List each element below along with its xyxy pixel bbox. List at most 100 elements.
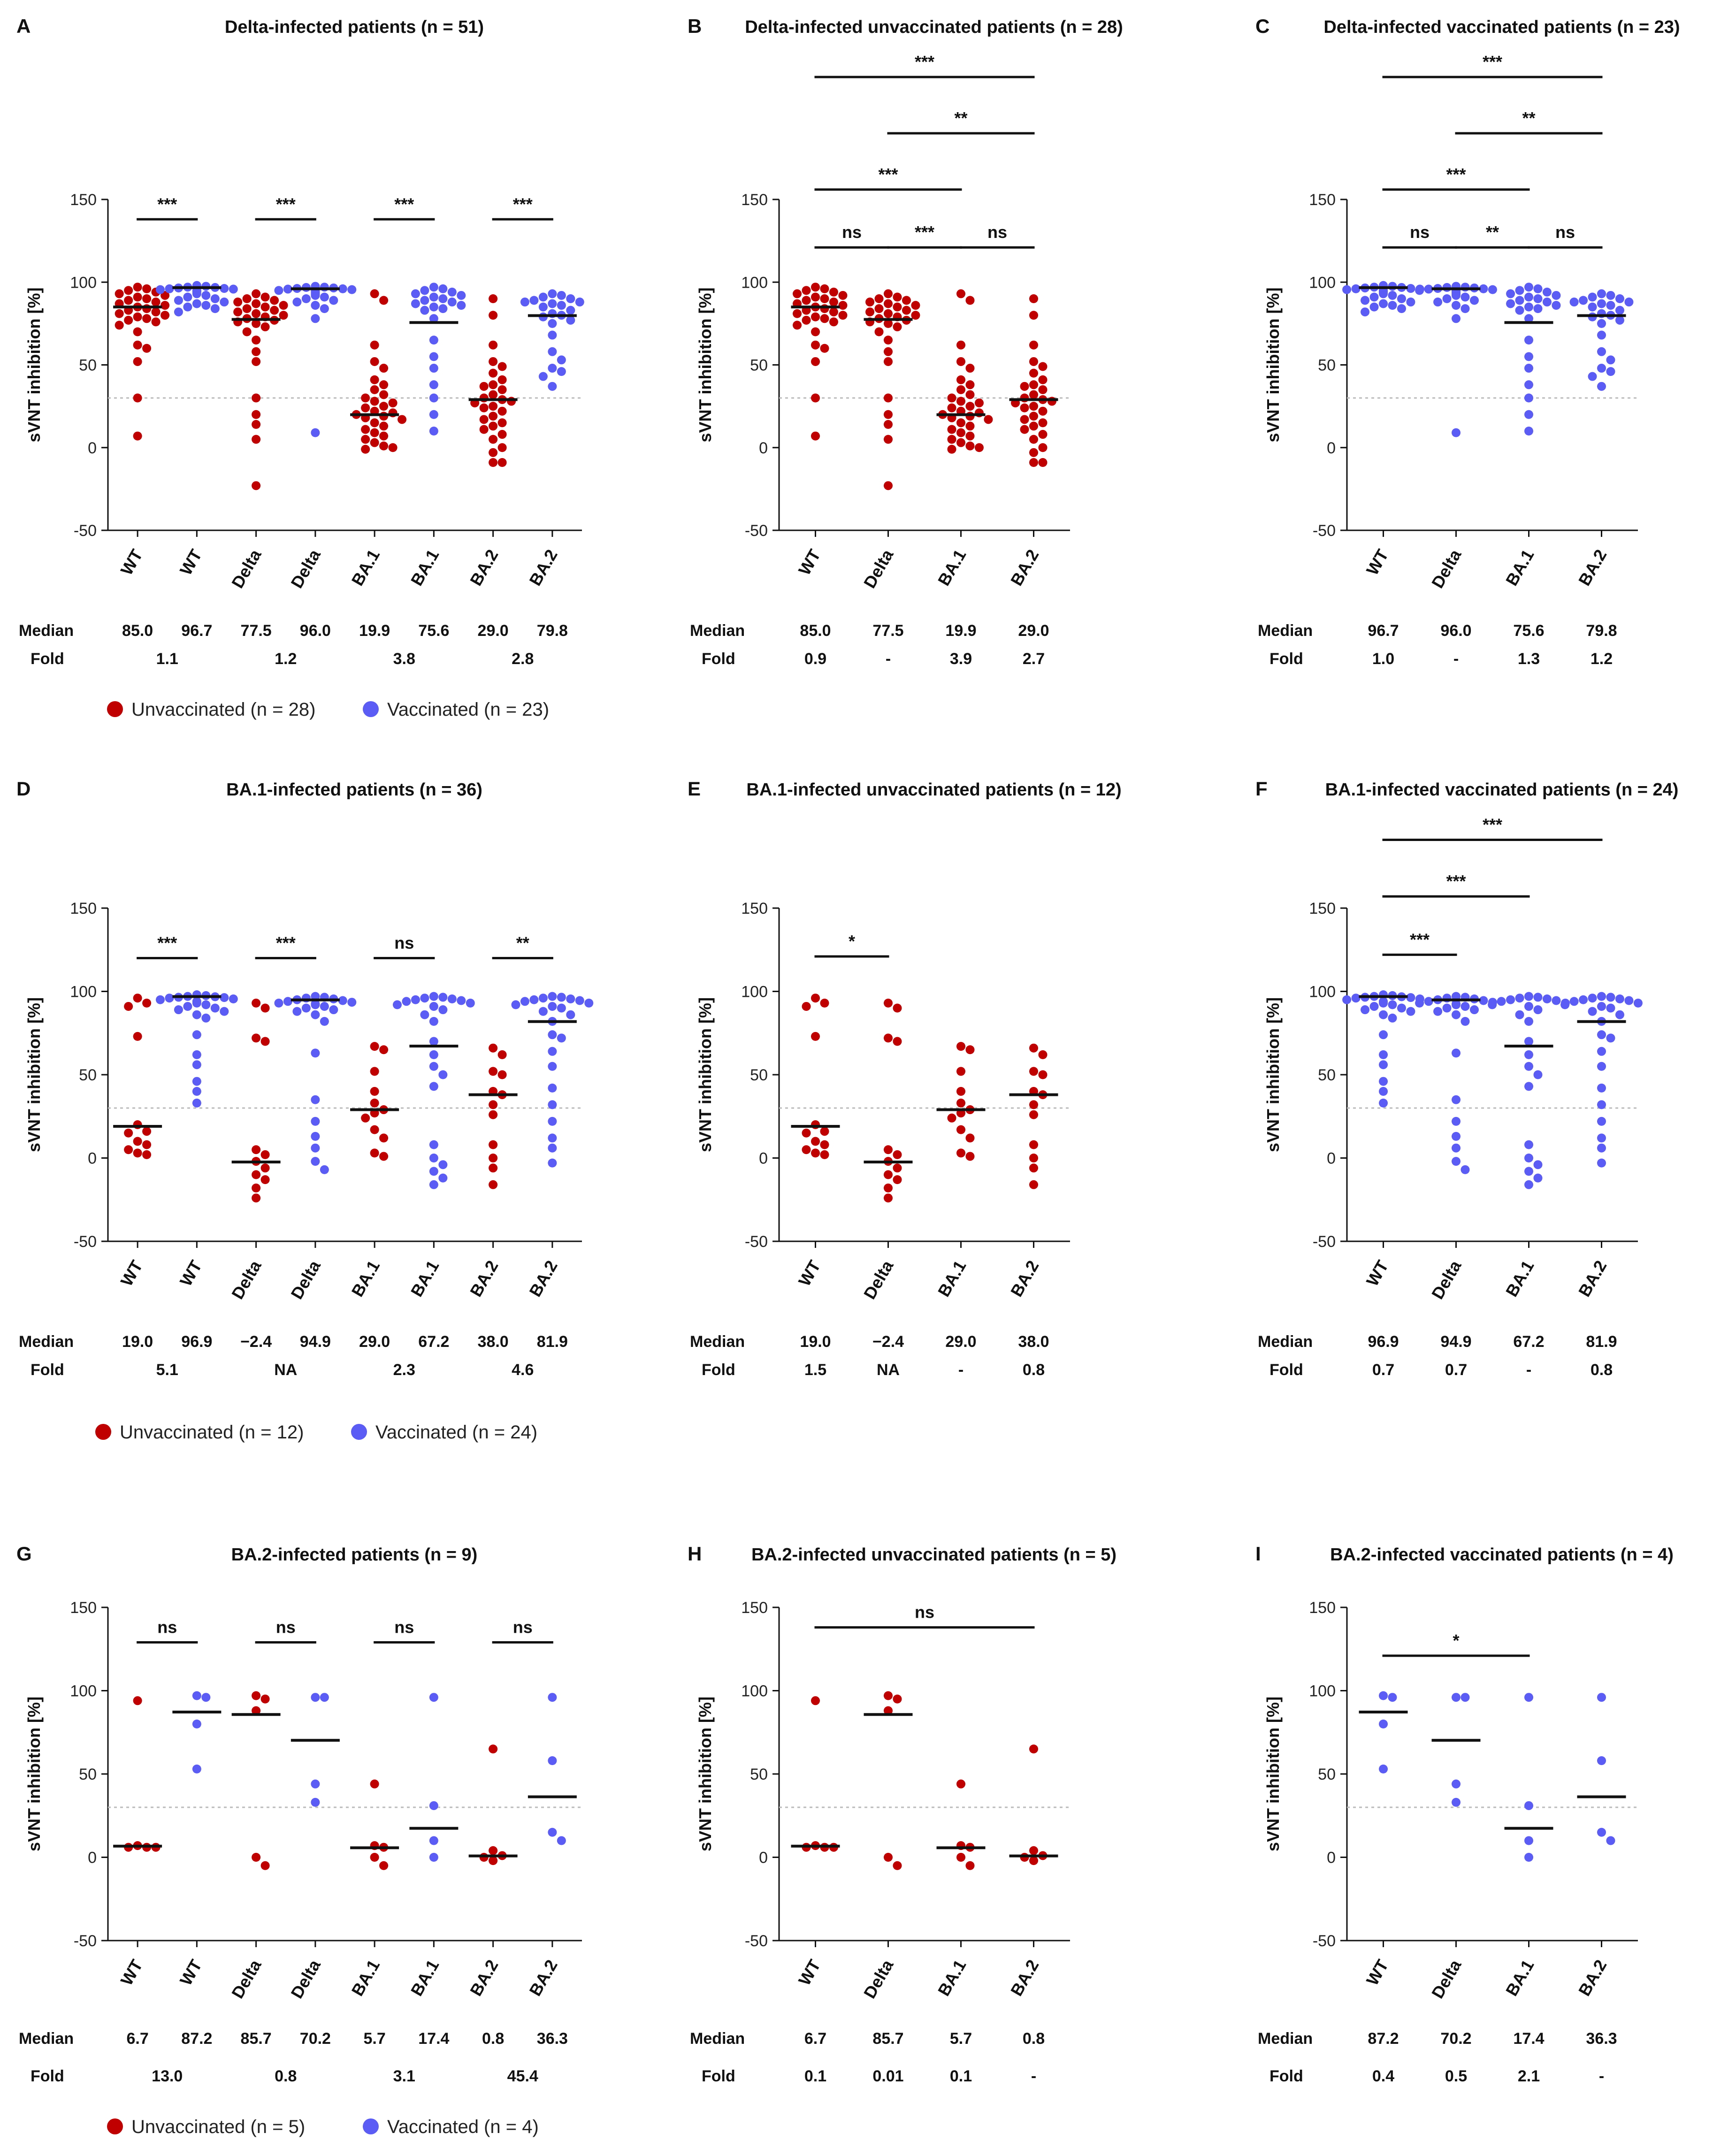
data-point	[1029, 1100, 1038, 1109]
data-point	[220, 1007, 229, 1016]
data-point	[1038, 458, 1048, 467]
data-point	[274, 998, 283, 1008]
data-point	[370, 1125, 379, 1134]
data-point	[1452, 1143, 1461, 1153]
median-row-label: Median	[1258, 2030, 1313, 2048]
data-point	[489, 1140, 498, 1149]
median-value: −2.4	[240, 1333, 272, 1351]
data-point	[429, 427, 438, 436]
data-point	[252, 1170, 261, 1179]
data-point	[893, 322, 902, 331]
y-tick-label: -50	[1313, 1932, 1336, 1950]
data-point	[548, 1100, 557, 1109]
data-point	[548, 1693, 557, 1702]
data-point	[1452, 301, 1461, 310]
data-point	[320, 1165, 329, 1174]
data-point	[566, 994, 575, 1003]
data-point	[984, 415, 993, 424]
data-point	[548, 364, 557, 373]
data-point	[379, 441, 389, 451]
y-tick-label: 0	[88, 1849, 97, 1867]
data-point	[192, 1030, 201, 1040]
significance-label: ns	[394, 1618, 414, 1637]
panel-letter-D: D	[16, 778, 31, 800]
panel-title-H: BA.2-infected unvaccinated patients (n =…	[751, 1545, 1117, 1565]
data-point	[1597, 1100, 1606, 1109]
data-point	[1379, 1764, 1388, 1774]
data-point	[1606, 367, 1615, 376]
panel-letter-C: C	[1255, 15, 1269, 37]
data-point	[820, 294, 829, 303]
x-tick-label: WT	[1362, 1257, 1392, 1289]
fold-row-label: Fold	[1269, 1361, 1303, 1379]
data-point	[210, 1003, 220, 1013]
data-point	[438, 993, 448, 1002]
y-tick-label: 50	[1318, 357, 1336, 375]
data-point	[1029, 1154, 1038, 1162]
data-point	[829, 298, 838, 307]
data-point	[279, 311, 288, 320]
y-axis-label: sVNT inhibition [%]	[696, 1697, 715, 1851]
data-point	[793, 321, 802, 330]
median-value: 5.7	[363, 2030, 385, 2048]
data-point	[1524, 302, 1533, 312]
median-row-label: Median	[19, 2030, 74, 2048]
data-point	[429, 314, 438, 323]
data-point	[1452, 1010, 1461, 1019]
data-point	[884, 309, 893, 318]
data-point	[1524, 1002, 1533, 1011]
median-value: 5.7	[950, 2030, 972, 2048]
data-point	[1461, 292, 1470, 302]
data-point	[557, 291, 566, 300]
data-point	[1452, 1095, 1461, 1104]
data-point	[220, 298, 229, 307]
data-point	[1452, 1779, 1461, 1789]
data-point	[370, 385, 379, 394]
data-point	[1515, 994, 1524, 1003]
data-point	[1597, 382, 1606, 391]
fold-value: NA	[274, 1361, 297, 1379]
data-point	[956, 357, 965, 366]
data-point	[311, 301, 320, 310]
fold-row-label: Fold	[1269, 650, 1303, 668]
y-tick-label: 50	[750, 1766, 768, 1783]
data-point	[1361, 296, 1370, 305]
data-point	[1020, 393, 1029, 403]
data-point	[566, 1010, 575, 1019]
data-point	[811, 357, 820, 366]
data-point	[538, 994, 548, 1003]
data-point	[429, 992, 438, 1001]
data-point	[320, 1002, 329, 1011]
data-point	[398, 415, 407, 424]
fold-value: 1.0	[1372, 650, 1394, 668]
data-point	[489, 1154, 498, 1162]
data-point	[192, 998, 201, 1008]
median-value: 70.2	[300, 2030, 331, 2048]
median-value: 85.7	[241, 2030, 272, 2048]
significance-label: ***	[513, 194, 533, 214]
data-point	[429, 1167, 438, 1176]
data-point	[965, 1045, 975, 1055]
fold-value: 3.9	[950, 650, 972, 668]
data-point	[489, 458, 498, 467]
data-point	[320, 1017, 329, 1026]
data-point	[124, 1145, 133, 1154]
data-point	[438, 1070, 448, 1079]
data-point	[489, 412, 498, 421]
data-point	[575, 298, 584, 307]
data-point	[802, 1002, 811, 1011]
fold-row-label: Fold	[702, 1361, 735, 1379]
data-point	[1379, 289, 1388, 298]
data-point	[1506, 299, 1515, 308]
data-point	[1379, 1720, 1388, 1728]
fold-value: 3.1	[393, 2067, 415, 2085]
data-point	[1497, 997, 1506, 1006]
data-point	[1597, 330, 1606, 340]
data-point	[838, 311, 848, 320]
median-value: 0.8	[1023, 2030, 1045, 2048]
data-point	[489, 1180, 498, 1189]
data-point	[1524, 393, 1533, 403]
data-point	[884, 435, 893, 444]
y-tick-label: 150	[1309, 1599, 1336, 1617]
data-point	[438, 1160, 448, 1170]
